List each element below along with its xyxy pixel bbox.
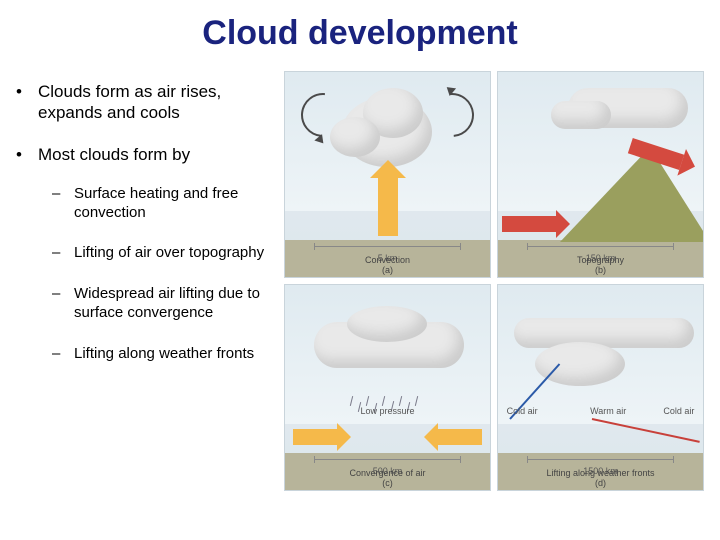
scale-bar xyxy=(314,246,462,247)
bullet-text: Lifting along weather fronts xyxy=(74,345,276,364)
orographic-cloud xyxy=(551,101,611,129)
bullet-level1: • Most clouds form by xyxy=(16,144,276,165)
bullet-level2: – Surface heating and free convection xyxy=(52,185,276,223)
panel-caption: Topography (b) xyxy=(498,255,703,275)
scale-bar xyxy=(314,459,462,460)
sub-bullet-group: – Surface heating and free convection – … xyxy=(52,185,276,364)
panel-convergence: Low pressure 500 km Convergence of air (… xyxy=(284,284,491,491)
bullet-marker: • xyxy=(16,81,38,124)
bullet-text: Widespread air lifting due to surface co… xyxy=(74,285,276,323)
diagram-grid: 5 km Convection (a) 150 km Topography xyxy=(284,71,704,491)
content-area: • Clouds form as air rises, expands and … xyxy=(0,71,720,491)
converge-arrow-icon xyxy=(438,429,482,445)
caption-letter: (d) xyxy=(595,478,606,488)
scale-bar xyxy=(527,246,675,247)
text-column: • Clouds form as air rises, expands and … xyxy=(16,71,276,491)
caption-letter: (c) xyxy=(382,478,393,488)
panel-convection: 5 km Convection (a) xyxy=(284,71,491,278)
dash-marker: – xyxy=(52,285,74,323)
bullet-level2: – Lifting along weather fronts xyxy=(52,345,276,364)
bullet-level2: – Widespread air lifting due to surface … xyxy=(52,285,276,323)
caption-letter: (b) xyxy=(595,265,606,275)
bullet-marker: • xyxy=(16,144,38,165)
stratus-cloud xyxy=(347,306,427,342)
panel-caption: Convergence of air (c) xyxy=(285,468,490,488)
air-mass-label: Warm air xyxy=(588,406,628,416)
bullet-text: Surface heating and free convection xyxy=(74,185,276,223)
low-pressure-label: Low pressure xyxy=(285,406,490,416)
bullet-text: Most clouds form by xyxy=(38,144,276,165)
caption-text: Topography xyxy=(577,255,624,265)
caption-text: Convergence of air xyxy=(349,468,425,478)
air-mass-label: Cold air xyxy=(502,406,542,416)
bullet-text: Clouds form as air rises, expands and co… xyxy=(38,81,276,124)
frontal-cloud xyxy=(514,318,694,348)
dash-marker: – xyxy=(52,185,74,223)
bullet-text: Lifting of air over topography xyxy=(74,244,276,263)
wind-arrow-icon xyxy=(502,216,556,232)
updraft-arrow-icon xyxy=(378,176,398,236)
panel-topography: 150 km Topography (b) xyxy=(497,71,704,278)
panel-caption: Convection (a) xyxy=(285,255,490,275)
converge-arrow-icon xyxy=(293,429,337,445)
slide-title: Cloud development xyxy=(0,0,720,71)
caption-letter: (a) xyxy=(382,265,393,275)
caption-text: Lifting along weather fronts xyxy=(546,468,654,478)
air-mass-label: Cold air xyxy=(659,406,699,416)
caption-text: Convection xyxy=(365,255,410,265)
bullet-level2: – Lifting of air over topography xyxy=(52,244,276,263)
dash-marker: – xyxy=(52,345,74,364)
dash-marker: – xyxy=(52,244,74,263)
panel-fronts: Cold air Warm air Cold air 1500 km Lifti… xyxy=(497,284,704,491)
diagram-column: 5 km Convection (a) 150 km Topography xyxy=(276,71,704,491)
bullet-level1: • Clouds form as air rises, expands and … xyxy=(16,81,276,124)
scale-bar xyxy=(527,459,675,460)
panel-caption: Lifting along weather fronts (d) xyxy=(498,468,703,488)
